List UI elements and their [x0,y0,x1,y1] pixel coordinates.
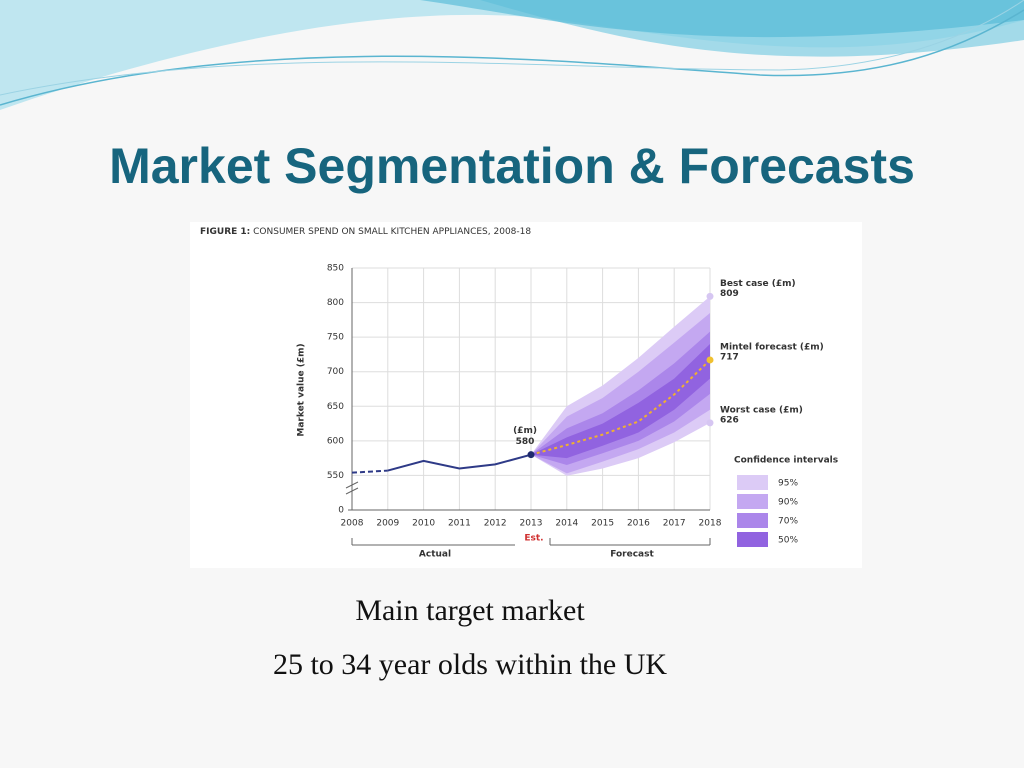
y-tick-label: 650 [327,402,344,412]
legend-swatch [737,532,768,547]
y-tick-label: 600 [327,436,344,446]
x-tick-label: 2017 [663,519,686,529]
annotation-label: Worst case (£m) [720,405,803,415]
y-tick-label: 800 [327,298,344,308]
figure-label: FIGURE 1: [200,227,250,237]
axis-break [345,481,359,495]
slide-title: Market Segmentation & Forecasts [109,138,915,194]
y-tick-label: 850 [327,264,344,274]
legend-swatch [737,494,768,509]
legend-swatch [737,513,768,528]
y-tick-label: 750 [327,333,344,343]
x-tick-label: 2016 [627,519,650,529]
body-text: 25 to 34 year olds within the UK [273,648,667,681]
annotation-value: 717 [720,352,739,362]
x-tick-label: 2010 [412,519,435,529]
wave-line [0,9,1024,106]
wave [0,0,1024,38]
legend-title: Confidence intervals [734,456,838,466]
period-label: Est. [524,534,543,544]
wave-line [0,0,1024,96]
annotation-value: 626 [720,415,739,425]
line [351,469,388,474]
y-axis-label: Market value (£m) [297,343,307,436]
legend-label: 70% [778,517,798,527]
x-tick-label: 2011 [448,519,471,529]
line [387,453,532,472]
chart: FIGURE 1: CONSUMER SPEND ON SMALL KITCHE… [200,227,838,560]
x-tick-label: 2014 [555,519,578,529]
annotation-value: 580 [516,437,535,447]
x-tick-label: 2009 [376,519,399,529]
annotation-point [706,419,714,427]
confidence-band [531,344,710,459]
line [530,359,711,456]
legend-swatch [737,475,768,490]
y-tick-label: 550 [327,471,344,481]
annotation-label: (£m) [513,426,537,436]
x-tick-label: 2012 [484,519,507,529]
legend-label: 90% [778,498,798,508]
y-tick-label: 700 [327,367,344,377]
annotation-label: Mintel forecast (£m) [720,342,824,352]
chart-title: FIGURE 1: CONSUMER SPEND ON SMALL KITCHE… [200,227,531,237]
confidence-band [531,331,710,466]
body-text: Main target market [355,594,585,627]
period-label: Actual [419,550,451,560]
legend-label: 50% [778,536,798,546]
annotation-point [706,356,714,364]
figure-title: CONSUMER SPEND ON SMALL KITCHEN APPLIANC… [253,227,531,237]
annotation-label: Best case (£m) [720,279,796,289]
annotation-point [706,292,714,300]
annotation-value: 809 [720,289,739,299]
x-tick-label: 2008 [341,519,364,529]
period-label: Forecast [610,550,654,560]
y-tick-label: 0 [338,506,344,516]
x-tick-label: 2015 [591,519,614,529]
x-tick-label: 2018 [699,519,722,529]
x-tick-label: 2013 [520,519,543,529]
annotation-point [527,451,535,459]
legend-label: 95% [778,479,798,489]
